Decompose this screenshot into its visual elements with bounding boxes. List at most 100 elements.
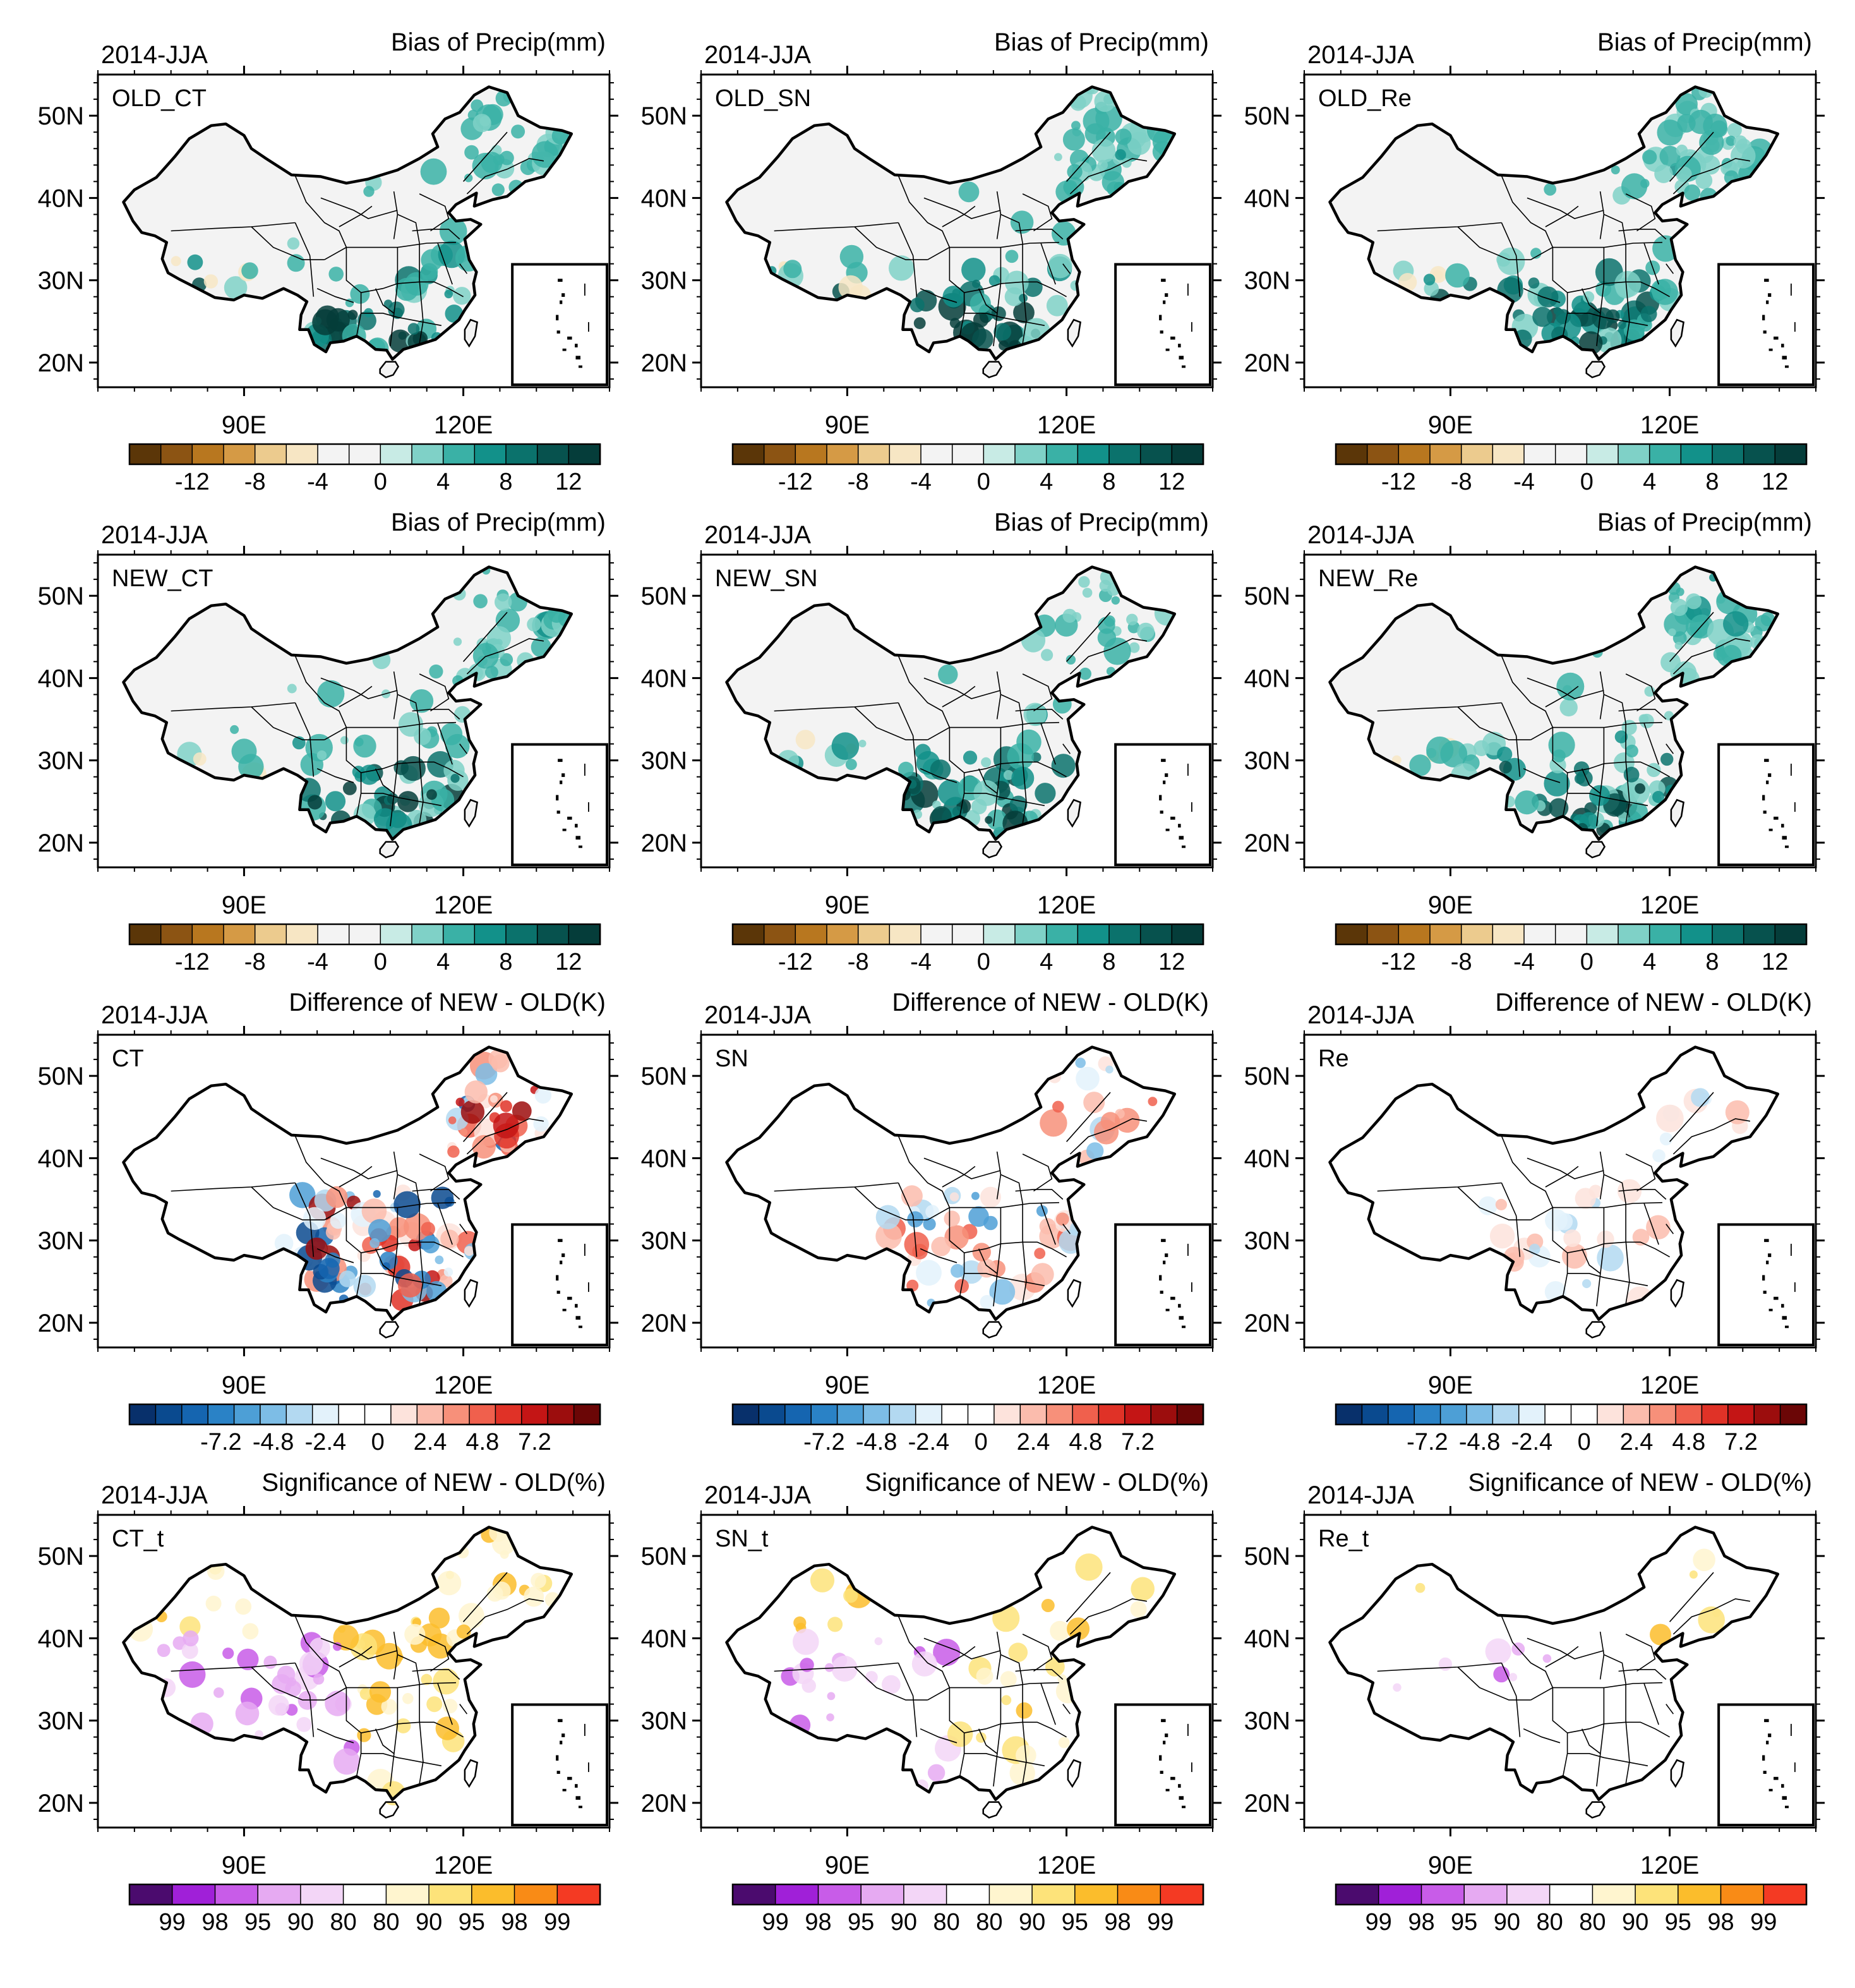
panel-label: CT_t bbox=[112, 1526, 164, 1552]
colorbar-swatch bbox=[795, 924, 828, 945]
lon-tick-label: 120E bbox=[434, 891, 493, 919]
colorbar-label: 4 bbox=[1040, 949, 1053, 975]
panel-label: CT bbox=[112, 1045, 144, 1072]
lon-tick-label: 120E bbox=[1640, 1852, 1699, 1879]
colorbar-swatch bbox=[160, 443, 193, 465]
taiwan-outline bbox=[1670, 798, 1684, 828]
colorbar-swatch bbox=[1763, 1884, 1808, 1905]
south-china-sea-inset bbox=[511, 743, 609, 867]
colorbar-swatch bbox=[941, 1404, 969, 1425]
lat-tick-label: 50N bbox=[1244, 582, 1290, 610]
colorbar-label: 2.4 bbox=[414, 1429, 447, 1455]
colorbar-swatch bbox=[505, 924, 538, 945]
colorbar-label: -2.4 bbox=[1511, 1429, 1552, 1455]
lat-tick-label: 40N bbox=[38, 1625, 84, 1653]
panel-label: OLD_CT bbox=[112, 85, 207, 112]
colorbar-swatch bbox=[1045, 924, 1079, 945]
colorbar-label: -2.4 bbox=[305, 1429, 346, 1455]
colorbar-swatch bbox=[1466, 1404, 1494, 1425]
lat-tick-label: 20N bbox=[1244, 1310, 1290, 1337]
colorbar-swatch bbox=[1492, 924, 1525, 945]
panel-title: Significance of NEW - OLD(%) bbox=[261, 1469, 606, 1497]
colorbar-swatch bbox=[285, 443, 319, 465]
colorbar-swatch bbox=[1648, 1404, 1677, 1425]
colorbar-swatch bbox=[260, 1404, 287, 1425]
province-borders bbox=[171, 1572, 544, 1786]
province-borders bbox=[1377, 131, 1751, 346]
panel-label: OLD_Re bbox=[1318, 85, 1412, 112]
south-china-sea-inset bbox=[1717, 1703, 1815, 1827]
lat-tick-label: 30N bbox=[38, 1227, 84, 1255]
colorbar-swatch bbox=[1618, 443, 1650, 465]
colorbar: -12 -8 -4 0 4 8 12 bbox=[1335, 443, 1808, 495]
panel-label: SN bbox=[715, 1045, 748, 1072]
colorbar-label: 0 bbox=[371, 1429, 385, 1455]
colorbar-swatch bbox=[860, 1884, 905, 1905]
province-borders bbox=[1377, 1092, 1751, 1306]
colorbar-label: 99 bbox=[159, 1909, 186, 1936]
colorbar-label: 8 bbox=[1102, 469, 1115, 495]
colorbar-swatch bbox=[1727, 1404, 1755, 1425]
colorbar-label: 7.2 bbox=[518, 1429, 551, 1455]
lat-tick-label: 30N bbox=[641, 1708, 687, 1735]
colorbar-label: 98 bbox=[1408, 1909, 1434, 1936]
lon-tick-label: 120E bbox=[1640, 891, 1699, 919]
lon-tick-label: 120E bbox=[434, 1371, 493, 1399]
country-outline bbox=[725, 85, 1177, 361]
province-borders bbox=[171, 131, 544, 346]
colorbar-swatch bbox=[1592, 1884, 1636, 1905]
hainan-outline bbox=[1585, 1321, 1606, 1339]
colorbar-swatch bbox=[1712, 443, 1744, 465]
lat-tick-label: 40N bbox=[38, 1145, 84, 1172]
country-outline bbox=[725, 1045, 1177, 1321]
colorbar-swatch bbox=[946, 1884, 990, 1905]
colorbar-label: 0 bbox=[1580, 949, 1594, 975]
colorbar-label: 12 bbox=[1762, 469, 1788, 495]
colorbar-swatch bbox=[1680, 924, 1714, 945]
colorbar-label: 99 bbox=[1366, 1909, 1392, 1936]
lon-tick-label: 90E bbox=[1428, 411, 1473, 439]
lat-tick-label: 40N bbox=[641, 1145, 687, 1172]
colorbar-swatch bbox=[442, 1404, 471, 1425]
panel-label: Re_t bbox=[1318, 1526, 1369, 1552]
colorbar-swatch bbox=[1523, 924, 1556, 945]
colorbar-swatch bbox=[1398, 924, 1431, 945]
lat-tick-label: 20N bbox=[38, 1310, 84, 1337]
colorbar-label: 95 bbox=[1062, 1909, 1088, 1936]
lat-tick-label: 20N bbox=[641, 1310, 687, 1337]
lat-tick-label: 20N bbox=[38, 1790, 84, 1817]
colorbar-label: -8 bbox=[848, 949, 869, 975]
colorbar-label: 80 bbox=[976, 1909, 1002, 1936]
colorbar-label: -7.2 bbox=[1407, 1429, 1448, 1455]
colorbar-swatch bbox=[1014, 924, 1047, 945]
colorbar-swatch bbox=[536, 443, 570, 465]
panel-season-label: 2014-JJA bbox=[1307, 1001, 1414, 1029]
lon-tick-label: 90E bbox=[1428, 1371, 1473, 1399]
colorbar-swatch bbox=[1014, 443, 1047, 465]
colorbar-label: 99 bbox=[544, 1909, 570, 1936]
colorbar-swatch bbox=[1586, 443, 1619, 465]
colorbar-swatch bbox=[826, 924, 859, 945]
colorbar-label: 4 bbox=[436, 469, 450, 495]
colorbar-swatch bbox=[1361, 1404, 1390, 1425]
colorbar-swatch bbox=[311, 1404, 340, 1425]
colorbar-swatch bbox=[1675, 1404, 1703, 1425]
colorbar-swatch bbox=[1074, 1884, 1119, 1905]
colorbar-swatch bbox=[1779, 1404, 1808, 1425]
colorbar-label: -12 bbox=[1381, 949, 1416, 975]
lat-tick-label: 20N bbox=[1244, 829, 1290, 857]
colorbar-swatch bbox=[223, 924, 256, 945]
taiwan-outline bbox=[1067, 1279, 1081, 1308]
lat-tick-label: 50N bbox=[641, 1063, 687, 1090]
colorbar-label: 12 bbox=[1158, 949, 1185, 975]
colorbar-swatch bbox=[556, 1884, 601, 1905]
lat-tick-label: 20N bbox=[38, 349, 84, 377]
panel-season-label: 2014-JJA bbox=[1307, 521, 1414, 549]
colorbar-label: -4 bbox=[910, 469, 932, 495]
lat-tick-label: 20N bbox=[1244, 349, 1290, 377]
lat-tick-label: 20N bbox=[641, 1790, 687, 1817]
lon-tick-label: 120E bbox=[434, 1852, 493, 1879]
lon-tick-label: 90E bbox=[222, 891, 267, 919]
colorbar-swatch bbox=[951, 924, 985, 945]
colorbar-label: 80 bbox=[1536, 1909, 1563, 1936]
